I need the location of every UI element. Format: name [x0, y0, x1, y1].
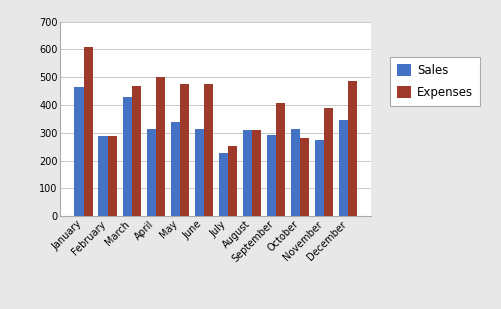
Bar [338, 120, 348, 216]
Bar [98, 136, 107, 216]
Bar [74, 87, 83, 216]
Bar [348, 81, 357, 216]
Bar [146, 129, 155, 216]
Bar [170, 122, 179, 216]
Bar [131, 86, 140, 216]
Bar [242, 129, 252, 216]
Legend: Sales, Expenses: Sales, Expenses [389, 57, 479, 106]
Bar [227, 146, 236, 216]
Bar [179, 84, 188, 216]
Bar [155, 77, 164, 216]
Bar [324, 108, 333, 216]
Bar [300, 138, 309, 216]
Bar [218, 153, 227, 216]
Bar [314, 140, 324, 216]
Bar [291, 129, 300, 216]
Bar [276, 103, 285, 216]
Bar [194, 129, 203, 216]
Bar [122, 97, 131, 216]
Bar [267, 135, 276, 216]
Bar [107, 136, 117, 216]
Bar [203, 84, 212, 216]
Bar [252, 130, 261, 216]
Bar [83, 48, 93, 216]
